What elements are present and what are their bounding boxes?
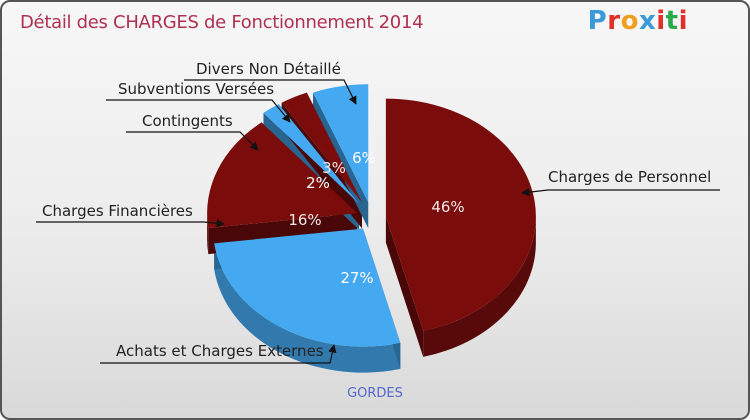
pie-slice-subventions-vers-es [281, 92, 363, 203]
leader-line-contingents [126, 131, 259, 151]
pct-label-subventions-vers-es: 3% [322, 159, 346, 177]
leader-line-charges-financi-res [36, 219, 225, 228]
category-label-charges-financi-res: Charges Financières [42, 202, 193, 220]
leader-line-subventions-vers-es [106, 99, 291, 123]
pie-slice-achats-et-charges-externes [214, 228, 401, 347]
pie-slice-contingents [263, 104, 360, 204]
leader-line-charges-de-personnel [521, 187, 720, 197]
category-label-achats-et-charges-externes: Achats et Charges Externes [116, 342, 324, 360]
category-label-subventions-vers-es: Subventions Versées [118, 80, 274, 98]
leader-line-achats-et-charges-externes [100, 344, 337, 364]
pct-label-contingents: 2% [306, 174, 330, 192]
category-label-divers-non-d-taill-: Divers Non Détaillé [196, 60, 341, 78]
chart-title: Détail des CHARGES de Fonctionnement 201… [20, 12, 424, 33]
pie-slice-charges-financi-res [207, 122, 358, 229]
category-label-charges-de-personnel: Charges de Personnel [548, 168, 711, 186]
leader-line-divers-non-d-taill- [184, 79, 357, 105]
pie-wall-charges-de-personnel [423, 216, 536, 357]
pct-label-divers-non-d-taill-: 6% [352, 149, 376, 167]
pct-label-charges-de-personnel: 46% [431, 198, 464, 216]
category-label-contingents: Contingents [142, 112, 233, 130]
pct-label-achats-et-charges-externes: 27% [340, 269, 373, 287]
proxiti-logo: Proxiti [587, 6, 688, 36]
pie-side-charges-de-personnel-1 [385, 216, 424, 357]
pie-slice-divers-non-d-taill- [313, 84, 369, 203]
pie-wall-achats-et-charges-externes [214, 243, 401, 373]
pct-label-charges-financi-res: 16% [288, 211, 321, 229]
pie-wall-charges-financi-res [207, 213, 209, 255]
pie-slice-charges-de-personnel [385, 98, 536, 331]
commune-name: GORDES [347, 386, 403, 401]
